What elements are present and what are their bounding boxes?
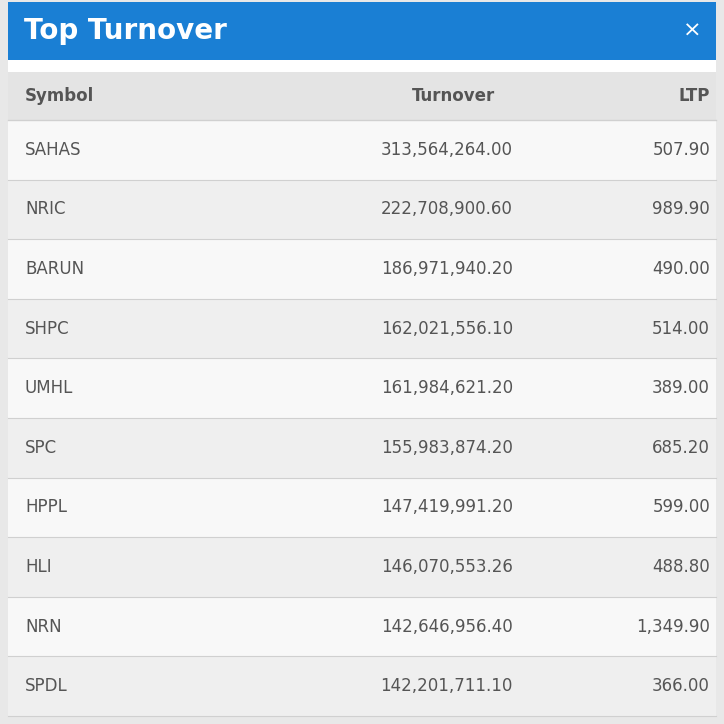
Text: ×: × [683, 21, 702, 41]
Bar [8, 478, 716, 537]
Text: SAHAS: SAHAS [25, 140, 82, 159]
Text: HLI: HLI [25, 558, 51, 576]
Text: SHPC: SHPC [25, 319, 70, 337]
Text: Symbol: Symbol [25, 87, 94, 105]
Text: HPPL: HPPL [25, 498, 67, 516]
Text: Top Turnover: Top Turnover [24, 17, 227, 45]
Text: 389.00: 389.00 [652, 379, 710, 397]
Text: 186,971,940.20: 186,971,940.20 [381, 260, 513, 278]
Text: NRIC: NRIC [25, 201, 65, 219]
Text: 161,984,621.20: 161,984,621.20 [381, 379, 513, 397]
Bar [8, 299, 716, 358]
Bar [8, 239, 716, 299]
Text: 989.90: 989.90 [652, 201, 710, 219]
Text: SPDL: SPDL [25, 677, 68, 695]
Bar [8, 597, 716, 657]
Text: UMHL: UMHL [25, 379, 73, 397]
Text: 685.20: 685.20 [652, 439, 710, 457]
Text: 142,646,956.40: 142,646,956.40 [382, 618, 513, 636]
Text: SPC: SPC [25, 439, 57, 457]
Bar [8, 120, 716, 180]
Text: LTP: LTP [678, 87, 710, 105]
Text: 366.00: 366.00 [652, 677, 710, 695]
Bar [8, 537, 716, 597]
Text: 155,983,874.20: 155,983,874.20 [381, 439, 513, 457]
Bar [8, 72, 716, 120]
Bar [8, 2, 716, 60]
Bar [8, 358, 716, 418]
Text: 488.80: 488.80 [652, 558, 710, 576]
Text: BARUN: BARUN [25, 260, 84, 278]
Text: NRN: NRN [25, 618, 62, 636]
Text: 490.00: 490.00 [652, 260, 710, 278]
Text: Turnover: Turnover [411, 87, 494, 105]
Text: 514.00: 514.00 [652, 319, 710, 337]
Text: 1,349.90: 1,349.90 [636, 618, 710, 636]
Text: 507.90: 507.90 [652, 140, 710, 159]
Bar [8, 657, 716, 716]
Text: 599.00: 599.00 [652, 498, 710, 516]
Text: 162,021,556.10: 162,021,556.10 [381, 319, 513, 337]
Text: 146,070,553.26: 146,070,553.26 [381, 558, 513, 576]
Bar [8, 180, 716, 239]
Bar [8, 418, 716, 478]
Text: 147,419,991.20: 147,419,991.20 [381, 498, 513, 516]
Text: 313,564,264.00: 313,564,264.00 [381, 140, 513, 159]
Text: 142,201,711.10: 142,201,711.10 [381, 677, 513, 695]
Text: 222,708,900.60: 222,708,900.60 [381, 201, 513, 219]
